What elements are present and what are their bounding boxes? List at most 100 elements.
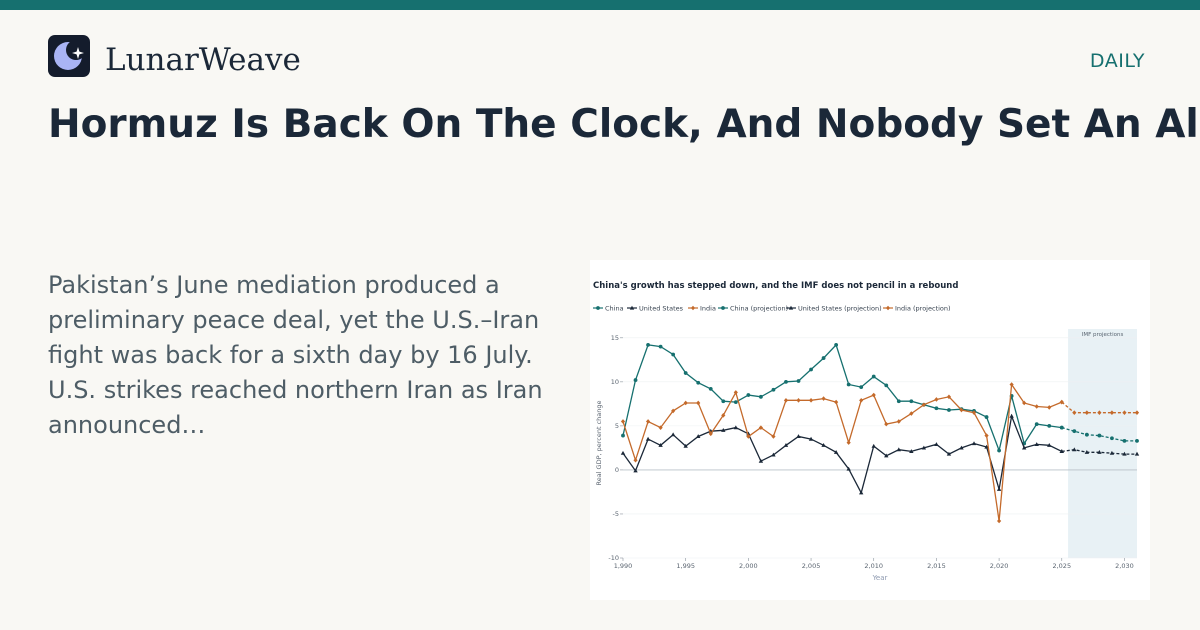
data-point xyxy=(645,419,651,424)
data-point xyxy=(620,419,626,424)
data-point xyxy=(696,400,701,406)
moon-star-icon[interactable] xyxy=(48,35,90,77)
data-point xyxy=(621,433,625,438)
data-point xyxy=(758,458,764,463)
data-point xyxy=(959,445,964,450)
legend-label: China xyxy=(605,304,624,312)
data-point xyxy=(1034,404,1039,409)
data-point xyxy=(1072,447,1077,452)
y-tick-label: -10 xyxy=(608,554,619,562)
data-point xyxy=(997,448,1001,453)
x-axis-label: Year xyxy=(872,574,888,582)
legend-swatch-marker xyxy=(721,306,725,310)
data-point xyxy=(658,344,663,349)
legend-swatch-marker xyxy=(885,305,891,311)
data-point xyxy=(746,393,751,397)
data-point xyxy=(909,449,914,454)
data-point xyxy=(808,436,814,441)
brand-name[interactable]: LunarWeave xyxy=(105,42,301,78)
data-point xyxy=(1122,438,1127,443)
growth-chart: China's growth has stepped down, and the… xyxy=(593,281,1140,582)
data-point xyxy=(620,450,626,455)
data-point xyxy=(1072,429,1077,434)
data-point xyxy=(759,394,763,399)
data-point xyxy=(670,432,676,437)
legend-label: United States xyxy=(639,304,684,312)
data-point xyxy=(1135,438,1139,443)
data-point xyxy=(1059,449,1064,454)
data-point xyxy=(821,442,826,447)
legend-label: India xyxy=(700,304,716,312)
data-point xyxy=(633,378,638,382)
data-point xyxy=(646,342,650,347)
data-point xyxy=(859,385,864,390)
data-point xyxy=(896,419,901,424)
legend-swatch-marker xyxy=(690,305,696,311)
data-point xyxy=(846,440,851,445)
data-point xyxy=(946,451,952,456)
legend-item-india-projection: India (projection) xyxy=(883,304,951,312)
data-point xyxy=(1034,442,1039,446)
data-point xyxy=(783,398,789,403)
data-point xyxy=(996,518,1002,524)
data-point xyxy=(834,399,839,405)
series-india xyxy=(620,382,1064,524)
data-point xyxy=(696,434,701,439)
data-point xyxy=(1059,425,1064,430)
x-tick-label: 2,020 xyxy=(990,562,1009,570)
data-point xyxy=(809,367,813,372)
data-point xyxy=(721,399,726,404)
data-point xyxy=(808,398,814,403)
x-tick-label: 2,005 xyxy=(802,562,821,570)
data-point xyxy=(884,383,889,388)
data-point xyxy=(1059,399,1064,405)
y-tick-label: 15 xyxy=(611,334,619,342)
data-point xyxy=(858,490,864,495)
data-point xyxy=(1109,410,1115,415)
data-point xyxy=(796,379,801,383)
data-point xyxy=(871,374,876,379)
data-point xyxy=(1084,432,1089,437)
data-point xyxy=(921,445,927,450)
data-point xyxy=(784,379,788,384)
series-china xyxy=(621,342,1064,453)
data-point xyxy=(1084,450,1090,454)
data-point xyxy=(1097,450,1102,454)
series-line-china xyxy=(622,343,1062,453)
data-point xyxy=(1097,433,1102,438)
data-point xyxy=(721,427,726,432)
data-point xyxy=(683,400,688,406)
x-tick-label: 2,015 xyxy=(927,562,946,570)
data-point xyxy=(959,407,964,413)
data-point xyxy=(984,415,989,419)
data-point xyxy=(1047,442,1052,447)
x-tick-label: 2,030 xyxy=(1115,562,1134,570)
legend-item-china-projection: China (projection) xyxy=(718,304,788,312)
data-point xyxy=(909,399,914,404)
data-point xyxy=(1072,410,1077,415)
legend-label: United States (projection) xyxy=(798,304,882,312)
projection-band xyxy=(1068,329,1137,558)
data-point xyxy=(771,452,776,457)
chart-title: China's growth has stepped down, and the… xyxy=(593,281,958,291)
x-tick-label: 2,025 xyxy=(1052,562,1071,570)
article-headline[interactable]: Hormuz Is Back On The Clock, And Nobody … xyxy=(48,102,1200,147)
data-point xyxy=(683,371,688,375)
data-point xyxy=(821,356,826,360)
data-point xyxy=(896,447,902,452)
data-point xyxy=(1021,445,1027,450)
data-point xyxy=(1034,422,1039,427)
data-point xyxy=(708,431,713,437)
y-tick-label: 5 xyxy=(615,422,619,430)
data-point xyxy=(1122,410,1127,415)
y-tick-label: -5 xyxy=(613,510,619,518)
data-point xyxy=(671,352,676,357)
data-point xyxy=(971,441,977,446)
data-point xyxy=(996,487,1002,491)
projection-band-label: IMF projections xyxy=(1082,332,1124,338)
chart-card: China's growth has stepped down, and the… xyxy=(590,260,1150,600)
data-point xyxy=(658,442,663,447)
section-label[interactable]: DAILY xyxy=(1089,50,1145,72)
legend-swatch-marker xyxy=(788,305,794,310)
legend-swatch-marker xyxy=(596,306,600,310)
